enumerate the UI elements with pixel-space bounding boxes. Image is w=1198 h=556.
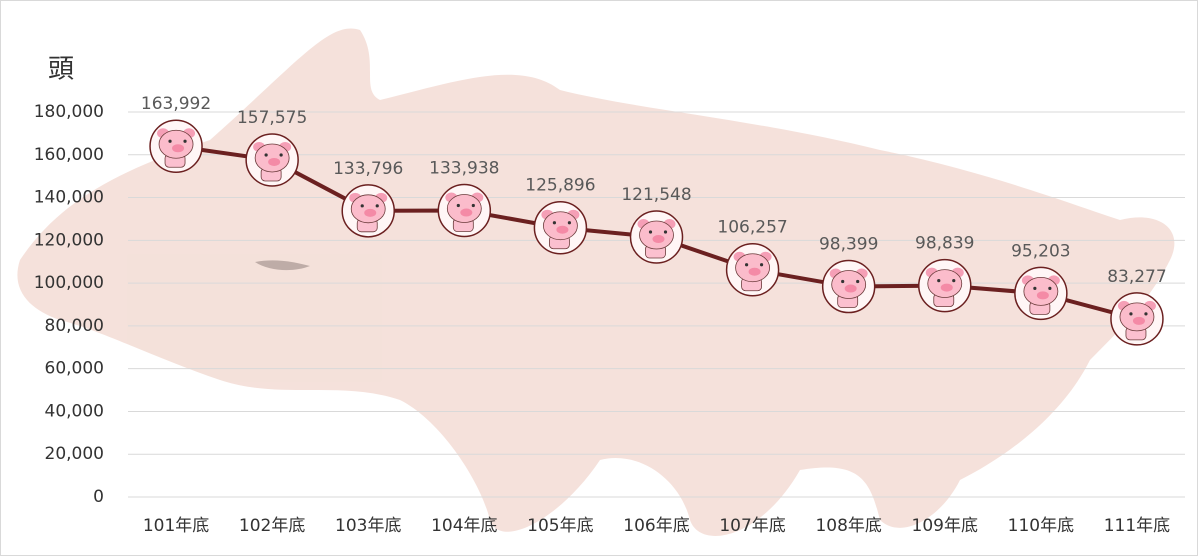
x-tick-label: 106年底	[623, 516, 689, 536]
value-label: 106,257	[717, 218, 787, 238]
pig-eye	[937, 279, 940, 282]
value-label: 125,896	[525, 176, 595, 196]
value-label: 157,575	[237, 108, 307, 128]
pig-eye	[856, 280, 859, 283]
y-axis-label: 頭	[48, 55, 74, 85]
y-tick-label: 60,000	[45, 359, 104, 379]
x-tick-label: 109年底	[912, 516, 978, 536]
pig-face	[1024, 277, 1058, 305]
pig-face	[832, 271, 866, 299]
chart: 頭 0 20,000 40,000 60,000 80,000 100,000 120,00…	[0, 0, 1198, 556]
pig-eye	[745, 263, 748, 266]
pig-snout	[556, 226, 568, 234]
value-label: 83,277	[1107, 267, 1166, 287]
pig-eye	[553, 221, 556, 224]
y-tick-label: 40,000	[45, 401, 104, 421]
pig-eye	[760, 263, 763, 266]
pig-eye	[1129, 312, 1132, 315]
pig-face	[543, 212, 577, 240]
x-tick-label: 101年底	[143, 516, 209, 536]
pig-eye	[168, 140, 171, 143]
pig-eye	[841, 280, 844, 283]
pig-snout	[1133, 317, 1145, 325]
pig-snout	[364, 209, 376, 217]
x-tick-label: 103年底	[335, 516, 401, 536]
y-tick-label: 80,000	[45, 316, 104, 336]
pig-eye	[1144, 312, 1147, 315]
pig-eye	[376, 204, 379, 207]
pig-eye	[265, 153, 268, 156]
pig-eye	[457, 204, 460, 207]
x-tick-label: 108年底	[815, 516, 881, 536]
pig-face	[640, 221, 674, 249]
pig-eye	[472, 204, 475, 207]
pig-snout	[268, 158, 280, 166]
pig-face	[736, 254, 770, 282]
pig-eye	[649, 230, 652, 233]
pig-snout	[1037, 291, 1049, 299]
y-tick-label: 20,000	[45, 444, 104, 464]
x-tick-label: 105年底	[527, 516, 593, 536]
value-label: 98,399	[819, 235, 878, 255]
x-tick-label: 110年底	[1008, 516, 1074, 536]
pig-face	[159, 130, 193, 158]
x-tick-label: 104年底	[431, 516, 497, 536]
x-tick-label: 111年底	[1104, 516, 1170, 536]
pig-eye	[568, 221, 571, 224]
value-label: 121,548	[621, 185, 691, 205]
value-label: 98,839	[915, 234, 974, 254]
pig-face	[255, 144, 289, 172]
pig-face	[447, 195, 481, 223]
y-tick-label: 180,000	[34, 102, 104, 122]
pig-eye	[1033, 287, 1036, 290]
pig-eye	[183, 140, 186, 143]
value-label: 133,796	[333, 159, 403, 179]
x-tick-label: 107年底	[719, 516, 785, 536]
pig-eye	[952, 279, 955, 282]
pig-snout	[653, 235, 665, 243]
pig-eye	[361, 204, 364, 207]
pig-snout	[172, 144, 184, 152]
value-label: 95,203	[1011, 241, 1070, 261]
pig-face	[928, 270, 962, 298]
y-tick-label: 160,000	[34, 145, 104, 165]
pig-snout	[749, 268, 761, 276]
x-tick-label: 102年底	[239, 516, 305, 536]
pig-eye	[280, 153, 283, 156]
pig-snout	[460, 209, 472, 217]
pig-face	[1120, 303, 1154, 331]
y-tick-label: 100,000	[34, 273, 104, 293]
pig-snout	[941, 284, 953, 292]
y-tick-label: 120,000	[34, 230, 104, 250]
pig-snout	[845, 285, 857, 293]
pig-eye	[1048, 287, 1051, 290]
value-label: 163,992	[141, 94, 211, 114]
value-label: 133,938	[429, 159, 499, 179]
y-tick-label: 140,000	[34, 188, 104, 208]
pig-face	[351, 195, 385, 223]
y-tick-label: 0	[93, 487, 104, 507]
pig-eye	[664, 230, 667, 233]
